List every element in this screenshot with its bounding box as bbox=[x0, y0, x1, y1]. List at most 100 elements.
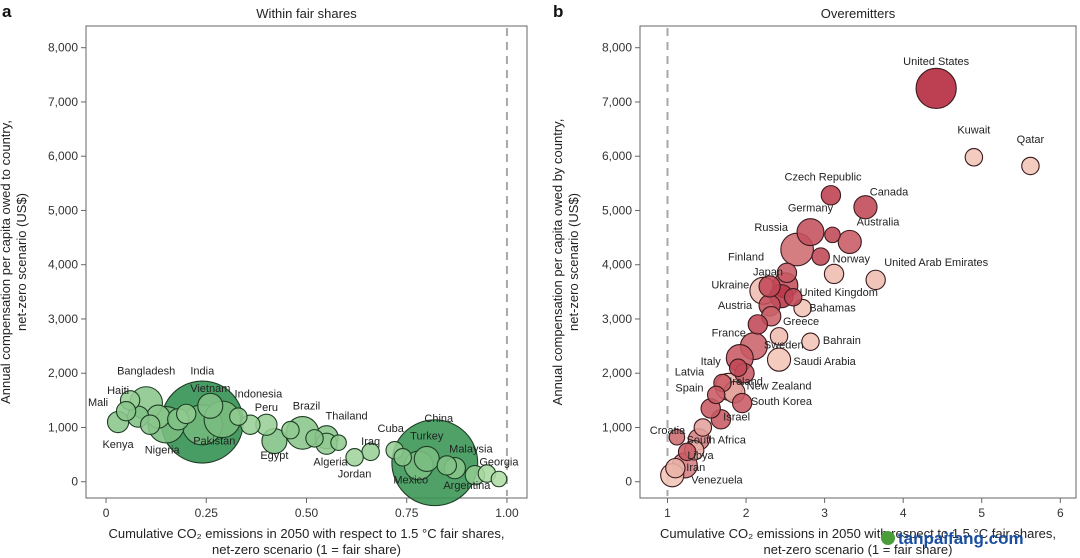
point-label: United Kingdom bbox=[800, 287, 878, 299]
x-tick-label: 1 bbox=[664, 506, 671, 520]
point-label: Ireland bbox=[729, 376, 763, 388]
data-point bbox=[731, 392, 753, 414]
x-tick-label: 0.50 bbox=[295, 506, 319, 520]
y-tick-label: 2,000 bbox=[48, 366, 78, 380]
data-point bbox=[706, 385, 726, 405]
point-label: Norway bbox=[833, 254, 871, 266]
point-label: New Zealand bbox=[747, 380, 812, 392]
data-point bbox=[665, 457, 686, 479]
point-label: Georgia bbox=[479, 456, 519, 468]
y-tick-label: 1,000 bbox=[602, 420, 632, 434]
data-point bbox=[964, 148, 984, 167]
data-point bbox=[176, 403, 197, 425]
watermark-leaf-icon bbox=[881, 531, 895, 545]
data-point bbox=[747, 314, 769, 335]
point-label: Turkey bbox=[410, 430, 444, 442]
data-point bbox=[769, 327, 789, 346]
point-label: Malaysia bbox=[449, 443, 493, 455]
point-label: Brazil bbox=[293, 401, 321, 413]
point-label: Czech Republic bbox=[785, 172, 863, 184]
point-label: Spain bbox=[675, 383, 703, 395]
point-label: United States bbox=[903, 56, 970, 68]
data-point bbox=[693, 418, 713, 437]
point-label: Japan bbox=[753, 267, 783, 279]
x-tick-label: 0.25 bbox=[195, 506, 219, 520]
y-tick-label: 7,000 bbox=[48, 95, 78, 109]
x-axis-title-line1: Cumulative CO₂ emissions in 2050 with re… bbox=[660, 526, 1056, 541]
point-label: Argentina bbox=[443, 480, 491, 492]
point-label: Iraq bbox=[361, 436, 380, 448]
data-point bbox=[824, 226, 841, 244]
point-label: Venezuela bbox=[691, 474, 743, 486]
y-tick-label: 0 bbox=[625, 475, 632, 489]
point-label: Ukraine bbox=[711, 280, 749, 292]
point-label: Israel bbox=[723, 411, 750, 423]
data-point bbox=[766, 347, 792, 372]
data-point bbox=[436, 455, 458, 476]
data-point bbox=[413, 445, 440, 472]
point-label: Australia bbox=[857, 217, 901, 229]
panel-a: a Within fair shares 0 1,000 2,000 3,000 4,000… bbox=[0, 2, 528, 557]
y-tick-label: 3,000 bbox=[48, 312, 78, 326]
data-point bbox=[776, 262, 798, 284]
point-label: Germany bbox=[788, 203, 834, 215]
point-label: Saudi Arabia bbox=[793, 356, 856, 368]
data-point bbox=[811, 247, 830, 266]
x-tick-label: 1.00 bbox=[495, 506, 519, 520]
data-point bbox=[115, 400, 137, 422]
point-label: Indonesia bbox=[235, 389, 284, 401]
x-axis-title-line1: Cumulative CO₂ emissions in 2050 with re… bbox=[108, 526, 504, 541]
y-tick-label: 0 bbox=[71, 475, 78, 489]
y-tick-label: 5,000 bbox=[48, 203, 78, 217]
point-label: Canada bbox=[870, 186, 909, 198]
data-point bbox=[823, 263, 845, 285]
point-label: Pakistan bbox=[193, 435, 235, 447]
x-tick-label: 0 bbox=[103, 506, 110, 520]
point-label: Thailand bbox=[325, 410, 367, 422]
data-point bbox=[677, 442, 697, 462]
y-tick-label: 5,000 bbox=[602, 203, 632, 217]
point-label: Sweden bbox=[764, 339, 804, 351]
data-point bbox=[837, 229, 862, 255]
data-point bbox=[490, 470, 508, 488]
y-axis-title-line1: Annual compensation per capita owed to c… bbox=[0, 120, 13, 404]
panel-label: b bbox=[553, 2, 563, 21]
data-point bbox=[801, 332, 820, 352]
panel-title: Within fair shares bbox=[256, 6, 357, 21]
point-label: Haiti bbox=[107, 385, 129, 397]
y-axis-title-line2: net-zero scenario (US$) bbox=[14, 193, 29, 331]
y-tick-label: 4,000 bbox=[48, 258, 78, 272]
point-label: United Arab Emirates bbox=[884, 257, 988, 269]
y-tick-label: 7,000 bbox=[602, 95, 632, 109]
x-tick-label: 0.75 bbox=[395, 506, 419, 520]
plot-frame bbox=[639, 25, 1077, 499]
y-tick-label: 8,000 bbox=[48, 41, 78, 55]
x-tick-label: 2 bbox=[743, 506, 750, 520]
data-point bbox=[783, 288, 803, 307]
data-point bbox=[758, 275, 781, 298]
x-axis-title-line2: net-zero scenario (1 = fair share) bbox=[212, 542, 401, 557]
y-tick-label: 8,000 bbox=[602, 41, 632, 55]
point-label: Libya bbox=[687, 450, 714, 462]
point-label: Nigeria bbox=[145, 445, 181, 457]
point-label: Austria bbox=[718, 300, 753, 312]
data-point bbox=[796, 218, 825, 247]
point-label: Mali bbox=[88, 397, 108, 409]
data-point bbox=[305, 429, 324, 448]
point-label: Russia bbox=[754, 222, 789, 234]
point-label: Kenya bbox=[102, 439, 134, 451]
y-axis-title-line1: Annual compensation per capita owed by c… bbox=[550, 119, 565, 406]
point-label: Peru bbox=[255, 402, 278, 414]
point-label: Iran bbox=[686, 462, 705, 474]
point-label: Vietnam bbox=[190, 383, 230, 395]
data-point bbox=[229, 407, 248, 426]
point-label: China bbox=[424, 413, 454, 425]
y-axis-title-line2: net-zero scenario (US$) bbox=[566, 193, 581, 331]
watermark-text: tanpaifang.com bbox=[898, 529, 1024, 548]
data-point bbox=[345, 448, 364, 467]
data-point bbox=[853, 195, 878, 220]
data-point bbox=[1021, 156, 1040, 176]
point-label: Kuwait bbox=[957, 124, 990, 136]
data-point bbox=[728, 358, 748, 378]
